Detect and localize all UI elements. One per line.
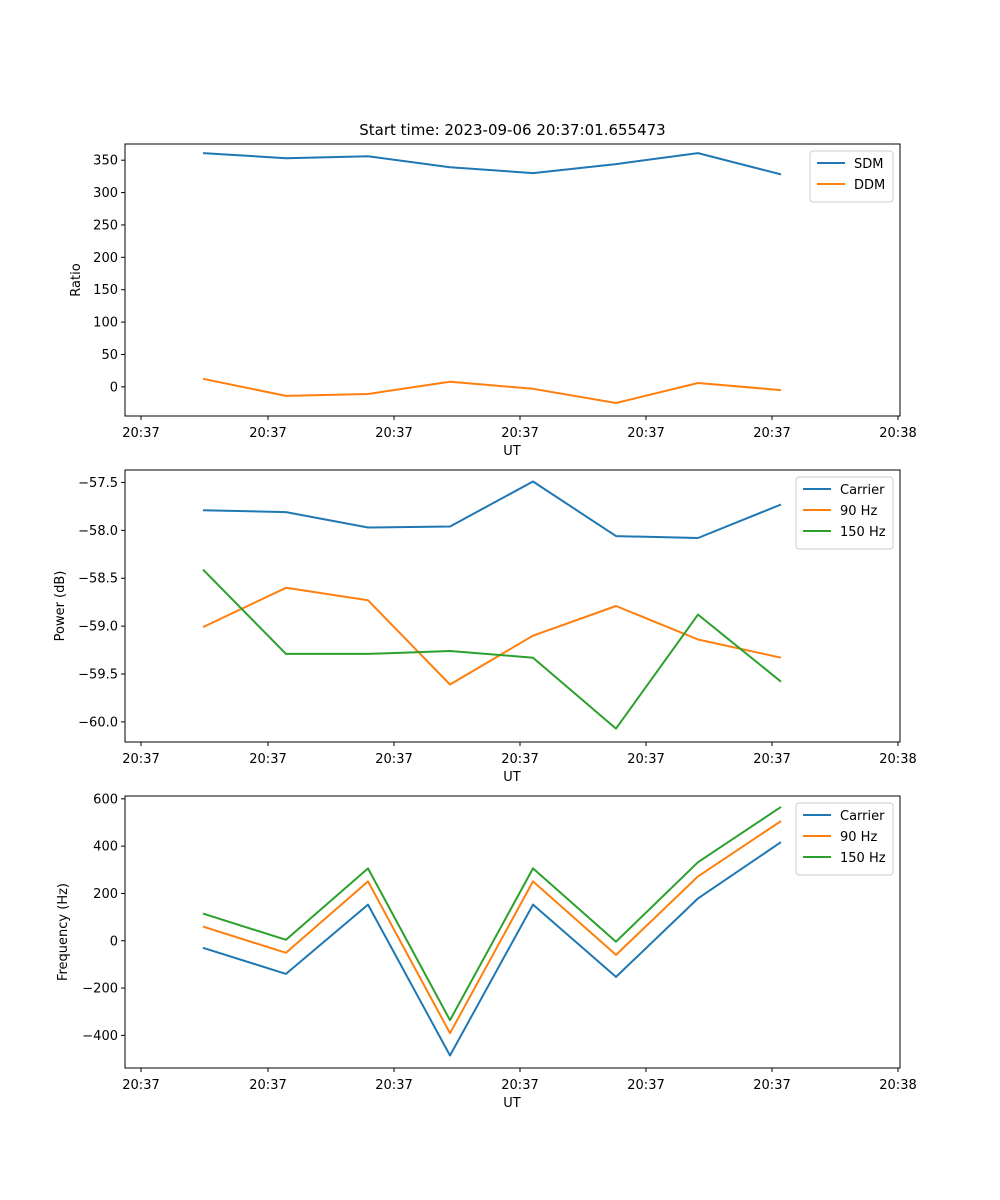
series-line-ddm — [202, 377, 782, 404]
x-axis-label: UT — [503, 770, 521, 785]
x-tick-label: 20:38 — [879, 752, 916, 767]
x-tick-label: 20:38 — [879, 1078, 916, 1093]
x-tick-label: 20:37 — [249, 426, 286, 441]
y-axis-label: Power (dB) — [53, 571, 68, 642]
x-axis-label: UT — [503, 444, 521, 459]
legend-label: 150 Hz — [840, 851, 886, 866]
y-tick-label: 0 — [110, 934, 118, 949]
y-tick-label: −59.0 — [78, 620, 118, 635]
series-line-150-hz — [202, 568, 782, 730]
y-tick-label: 50 — [101, 348, 118, 363]
y-tick-label: 400 — [93, 840, 118, 855]
plot-frame — [124, 795, 901, 1069]
y-axis-label: Frequency (Hz) — [56, 883, 71, 981]
y-tick-label: 350 — [93, 154, 118, 169]
legend: SDM DDM — [809, 150, 894, 203]
x-tick-label: 20:37 — [122, 1078, 159, 1093]
series-line-sdm — [202, 152, 782, 176]
plot-frame — [124, 143, 901, 417]
legend-label: SDM — [854, 157, 883, 172]
legend-label: 90 Hz — [840, 830, 877, 845]
figure-title: Start time: 2023-09-06 20:37:01.655473 — [359, 121, 665, 139]
y-tick-label: 300 — [93, 186, 118, 201]
x-tick-label: 20:37 — [627, 1078, 664, 1093]
x-tick-label: 20:37 — [627, 752, 664, 767]
series-line-90-hz — [202, 586, 782, 686]
y-tick-label: −400 — [82, 1029, 118, 1044]
series-line-150-hz — [202, 806, 782, 1022]
x-tick-label: 20:37 — [375, 426, 412, 441]
y-tick-label: 250 — [93, 218, 118, 233]
x-axis-label: UT — [503, 1096, 521, 1111]
y-tick-label: −60.0 — [78, 715, 118, 730]
y-tick-label: −58.5 — [78, 572, 118, 587]
legend-label: 90 Hz — [840, 504, 877, 519]
legend-label: Carrier — [840, 809, 885, 824]
y-tick-label: 600 — [93, 792, 118, 807]
x-tick-label: 20:37 — [501, 1078, 538, 1093]
x-tick-label: 20:37 — [122, 426, 159, 441]
x-tick-label: 20:37 — [375, 1078, 412, 1093]
y-tick-label: −57.5 — [78, 476, 118, 491]
x-tick-label: 20:37 — [501, 426, 538, 441]
y-tick-label: 200 — [93, 251, 118, 266]
legend-label: DDM — [854, 178, 885, 193]
series-line-carrier — [202, 480, 782, 539]
legend: Carrier 90 Hz 150 Hz — [795, 476, 894, 550]
x-tick-label: 20:38 — [879, 426, 916, 441]
x-tick-label: 20:37 — [627, 426, 664, 441]
y-tick-label: 100 — [93, 316, 118, 331]
x-tick-label: 20:37 — [501, 752, 538, 767]
x-tick-label: 20:37 — [249, 752, 286, 767]
y-tick-label: −58.0 — [78, 524, 118, 539]
legend: Carrier 90 Hz 150 Hz — [795, 802, 894, 876]
y-tick-label: 150 — [93, 283, 118, 298]
x-tick-label: 20:37 — [375, 752, 412, 767]
series-line-90-hz — [202, 820, 782, 1035]
y-tick-label: −200 — [82, 982, 118, 997]
legend-label: 150 Hz — [840, 525, 886, 540]
legend-label: Carrier — [840, 483, 885, 498]
x-tick-label: 20:37 — [753, 1078, 790, 1093]
x-tick-label: 20:37 — [753, 426, 790, 441]
chart-panel-3: 20:37 20:37 20:37 20:37 20:37 20:37 20:38 −400 −… — [56, 792, 917, 1111]
x-tick-label: 20:37 — [122, 752, 159, 767]
chart-panel-2: 20:37 20:37 20:37 20:37 20:37 20:37 20:38 −60.0… — [53, 469, 917, 785]
chart-panel-1: 20:37 20:37 20:37 20:37 20:37 20:37 20:38 0 50 10… — [69, 143, 917, 459]
x-tick-label: 20:37 — [249, 1078, 286, 1093]
x-tick-label: 20:37 — [753, 752, 790, 767]
y-tick-label: 0 — [110, 380, 118, 395]
y-tick-label: −59.5 — [78, 668, 118, 683]
plot-frame — [124, 469, 901, 743]
series-line-carrier — [202, 841, 782, 1057]
y-tick-label: 200 — [93, 887, 118, 902]
y-axis-label: Ratio — [69, 263, 84, 296]
